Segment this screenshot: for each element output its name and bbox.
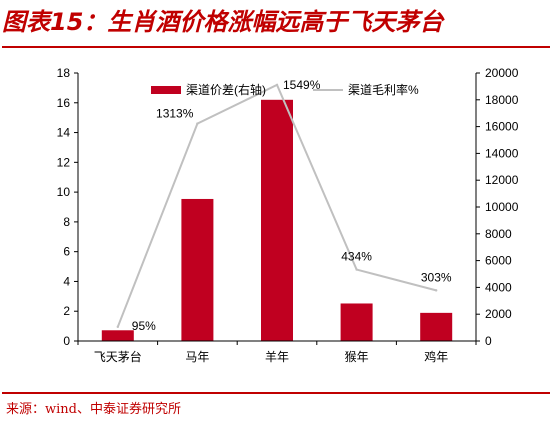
data-labels: 95% 1313% 1549% 434% 303% xyxy=(132,78,452,333)
right-tick-label: 2000 xyxy=(485,307,512,321)
right-tick-label: 20000 xyxy=(485,66,519,80)
data-label: 1313% xyxy=(156,107,194,121)
combo-chart: 0 2 4 6 8 10 12 14 16 18 0 2000 4000 6000 8000 10000 12… xyxy=(57,66,519,364)
left-tick-label: 6 xyxy=(63,245,70,259)
x-tick-label: 猴年 xyxy=(345,350,369,364)
x-tick-label: 羊年 xyxy=(265,349,289,364)
source-note: 来源：wind、中泰证券研究所 xyxy=(6,402,181,417)
bar-series xyxy=(101,99,453,341)
legend-swatch-bar xyxy=(151,86,181,94)
bar-猴年 xyxy=(340,303,373,341)
line-series xyxy=(116,83,438,329)
left-tick-label: 8 xyxy=(63,215,70,229)
data-label: 95% xyxy=(132,319,156,333)
x-axis: 飞天茅台 马年 羊年 猴年 鸡年 xyxy=(77,340,477,364)
left-tick-label: 18 xyxy=(57,66,71,80)
right-axis: 0 2000 4000 6000 8000 10000 12000 14000 16000 180… xyxy=(475,66,519,348)
left-tick-label: 0 xyxy=(63,334,70,348)
right-tick-label: 6000 xyxy=(485,254,512,268)
data-label: 434% xyxy=(341,250,372,264)
legend: 渠道价差(右轴) 渠道毛利率% xyxy=(151,82,419,97)
source-divider xyxy=(2,392,550,394)
data-label: 303% xyxy=(421,270,452,284)
left-axis: 0 2 4 6 8 10 12 14 16 18 xyxy=(57,66,79,348)
bar-马年 xyxy=(181,198,214,341)
line-point-猴年 xyxy=(355,268,358,271)
title-divider xyxy=(2,46,550,48)
line-point-飞天茅台 xyxy=(116,325,120,329)
left-tick-label: 14 xyxy=(57,126,71,140)
right-tick-label: 4000 xyxy=(485,280,512,294)
left-tick-label: 10 xyxy=(57,185,71,199)
x-tick-label: 马年 xyxy=(185,350,209,364)
bar-飞天茅台 xyxy=(101,330,134,341)
left-tick-label: 2 xyxy=(63,304,70,318)
figure-title: 图表15：生肖酒价格涨幅远高于飞天茅台 xyxy=(2,8,444,36)
legend-label-bar: 渠道价差(右轴) xyxy=(186,82,266,97)
line-point-马年 xyxy=(196,122,199,125)
legend-label-line: 渠道毛利率% xyxy=(348,82,419,97)
right-tick-label: 12000 xyxy=(485,173,519,187)
right-tick-label: 8000 xyxy=(485,227,512,241)
line-point-羊年 xyxy=(275,83,279,87)
x-tick-label: 鸡年 xyxy=(424,349,448,364)
bar-羊年 xyxy=(261,99,293,341)
right-tick-label: 16000 xyxy=(485,120,519,134)
bar-鸡年 xyxy=(420,312,453,341)
right-tick-label: 14000 xyxy=(485,146,519,160)
x-tick-label: 飞天茅台 xyxy=(94,349,142,364)
left-tick-label: 12 xyxy=(57,155,71,169)
right-tick-label: 10000 xyxy=(485,200,519,214)
left-tick-label: 16 xyxy=(57,96,71,110)
right-tick-label: 18000 xyxy=(485,93,519,107)
left-tick-label: 4 xyxy=(63,274,70,288)
line-point-鸡年 xyxy=(435,289,438,292)
right-tick-label: 0 xyxy=(485,334,492,348)
data-label: 1549% xyxy=(283,78,321,92)
